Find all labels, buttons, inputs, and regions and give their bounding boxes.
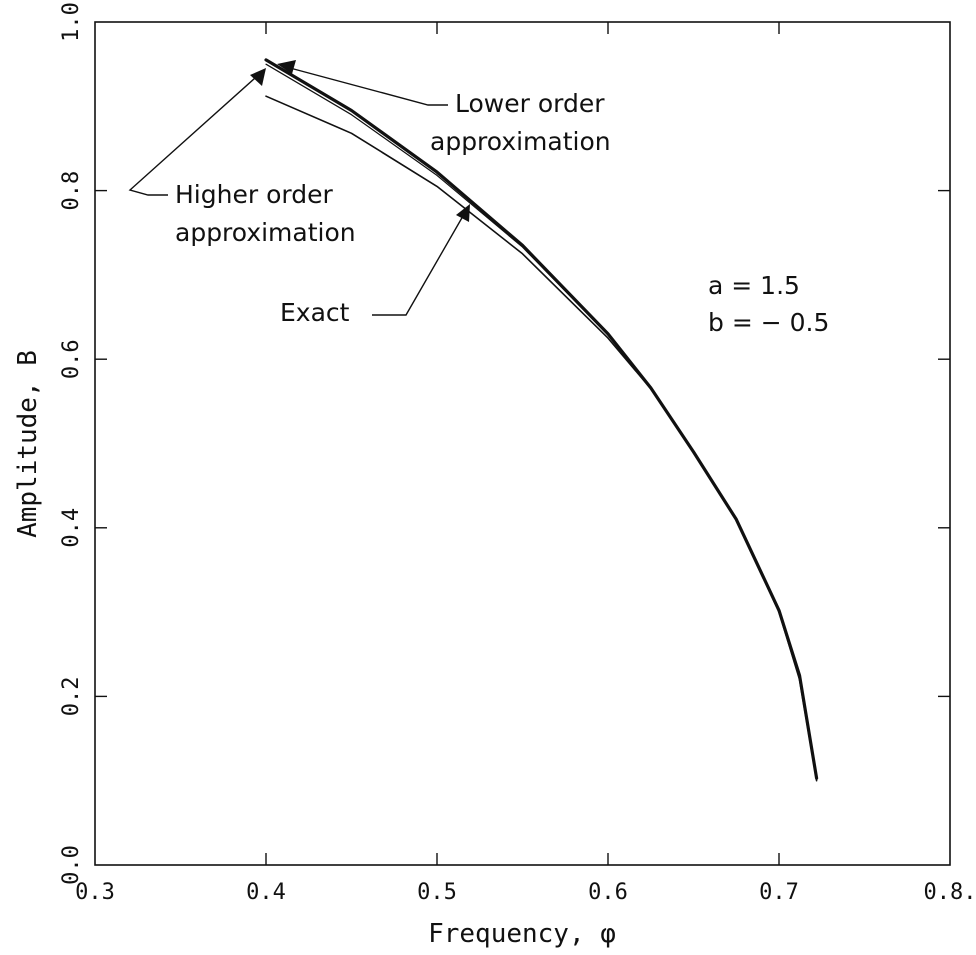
higher-order-leader bbox=[128, 77, 256, 196]
exact-leader bbox=[372, 215, 464, 316]
y-axis-title: Amplitude, B bbox=[13, 350, 43, 538]
param-a-label: a = 1.5 bbox=[708, 271, 800, 300]
x-tick-label: 0.7 bbox=[759, 880, 799, 905]
higher-order-arrowhead bbox=[250, 68, 266, 86]
y-tick-label: 0.4 bbox=[59, 508, 84, 548]
lower-order-arrowhead bbox=[277, 60, 296, 74]
axis-ticks bbox=[95, 22, 950, 865]
series-lines bbox=[264, 58, 819, 782]
y-tick-label: 0.2 bbox=[59, 677, 84, 717]
y-tick-label: 0.6 bbox=[59, 339, 84, 379]
y-tick-label: 0.0 bbox=[59, 845, 84, 885]
x-tick-label: 0.8. bbox=[924, 880, 976, 905]
plot-frame bbox=[94, 21, 951, 866]
y-tick-label: 1.0 bbox=[59, 2, 84, 42]
param-b-label: b = − 0.5 bbox=[708, 308, 829, 337]
x-tick-label: 0.4 bbox=[246, 880, 286, 905]
lower-order-label-line2: approximation bbox=[430, 127, 611, 156]
series-lower-order-approximation bbox=[265, 63, 818, 779]
series-higher-order-approximation bbox=[264, 58, 819, 780]
series-exact bbox=[265, 95, 818, 782]
exact-label: Exact bbox=[280, 298, 350, 327]
x-tick-label: 0.5 bbox=[417, 880, 457, 905]
lower-order-leader bbox=[289, 67, 448, 106]
x-tick-label: 0.6 bbox=[588, 880, 628, 905]
y-tick-label: 0.8 bbox=[59, 171, 84, 211]
x-tick-label: 0.3 bbox=[75, 880, 115, 905]
tick-labels: 0.3 0.4 0.5 0.6 0.7 0.8. 0.0 0.2 0.4 0.6 0.8 1.0 bbox=[59, 2, 976, 905]
lower-order-label-line1: Lower order bbox=[455, 89, 605, 118]
x-axis-title: Frequency, φ bbox=[428, 919, 616, 949]
higher-order-label-line1: Higher order bbox=[175, 180, 333, 209]
higher-order-label-line2: approximation bbox=[175, 218, 356, 247]
exact-arrowhead bbox=[456, 204, 470, 222]
